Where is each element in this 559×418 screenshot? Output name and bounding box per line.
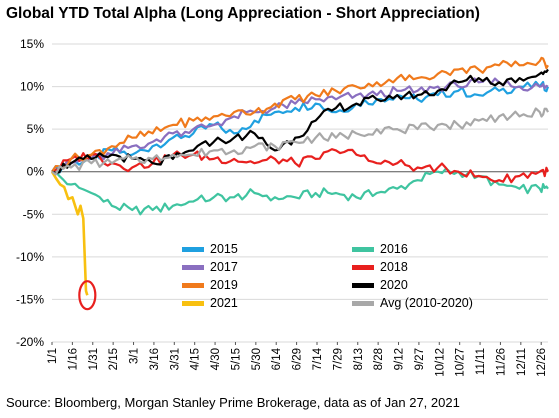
- series-line-2018: [51, 148, 550, 184]
- legend-swatch: [182, 283, 204, 288]
- legend-label: 2015: [210, 242, 238, 256]
- legend-swatch: [182, 247, 204, 252]
- y-tick-label: 0%: [27, 165, 45, 179]
- x-tick-label: 6/14: [271, 347, 283, 370]
- y-tick-label: 15%: [20, 37, 44, 51]
- y-tick-label: -10%: [16, 250, 44, 264]
- x-tick-label: 3/16: [149, 348, 161, 370]
- x-tick-label: 10/27: [455, 348, 467, 377]
- x-tick-label: 5/15: [230, 348, 242, 370]
- chart-title: Global YTD Total Alpha (Long Appreciatio…: [6, 5, 480, 22]
- x-tick-label: 6/29: [292, 348, 304, 370]
- legend-label: 2017: [210, 260, 238, 274]
- x-tick-label: 12/26: [536, 348, 548, 377]
- x-tick-label: 12/11: [516, 348, 528, 376]
- x-tick-label: 8/28: [373, 348, 385, 370]
- series-line-2015: [51, 80, 550, 174]
- legend-swatch: [182, 301, 204, 306]
- x-tick-label: 11/11: [475, 348, 487, 375]
- x-tick-label: 7/29: [332, 348, 344, 370]
- x-tick-label: 1/16: [67, 348, 79, 370]
- x-tick-label: 9/27: [414, 348, 426, 370]
- legend-swatch: [352, 301, 374, 306]
- series-line-2016: [51, 167, 549, 216]
- x-tick-label: 1/31: [88, 348, 100, 370]
- legend: 2015 2016 2017 2018 2019 2020 2021 Avg (2010-20…: [182, 242, 473, 310]
- series-line-avg-2010-2020-: [51, 107, 549, 176]
- x-tick-label: 3/31: [169, 348, 181, 370]
- legend-swatch: [352, 283, 374, 288]
- x-tick-label: 4/30: [210, 348, 222, 370]
- series-lines: [50, 56, 550, 296]
- x-tick-label: 9/12: [394, 348, 406, 370]
- x-tick-label: 7/14: [312, 347, 324, 370]
- x-tick-label: 8/13: [353, 348, 365, 370]
- y-tick-label: -15%: [16, 292, 44, 306]
- x-tick-label: 3/1: [129, 348, 141, 364]
- legend-label: 2019: [210, 278, 238, 292]
- x-tick-label: 2/15: [108, 348, 120, 370]
- series-line-2019: [51, 56, 549, 173]
- legend-swatch: [352, 247, 374, 252]
- annotations: [78, 280, 97, 311]
- legend-label: 2020: [380, 278, 408, 292]
- grid-lines: [52, 43, 548, 343]
- highlight-circle: [78, 280, 97, 311]
- x-tick-label: 10/12: [434, 348, 446, 377]
- y-tick-label: 10%: [20, 80, 44, 94]
- x-tick-label: 4/15: [190, 348, 202, 370]
- legend-swatch: [182, 265, 204, 270]
- legend-label: 2018: [380, 260, 408, 274]
- x-tick-label: 11/26: [495, 348, 507, 376]
- axes: 15% 10% 5% 0% -5% -10% -15% -20%1/1 1/16 1/31 2/15…: [16, 37, 548, 377]
- y-tick-label: -20%: [16, 335, 44, 349]
- x-tick-label: 5/30: [251, 348, 263, 370]
- legend-label: Avg (2010-2020): [380, 296, 473, 310]
- series-line-2021: [50, 171, 89, 296]
- y-tick-label: -5%: [23, 207, 45, 221]
- series-line-2017: [51, 76, 549, 176]
- chart-source: Source: Bloomberg, Morgan Stanley Prime …: [6, 395, 460, 410]
- legend-swatch: [352, 265, 374, 270]
- legend-label: 2016: [380, 242, 408, 256]
- x-tick-label: 1/1: [47, 348, 59, 364]
- y-tick-label: 5%: [27, 122, 45, 136]
- legend-label: 2021: [210, 296, 238, 310]
